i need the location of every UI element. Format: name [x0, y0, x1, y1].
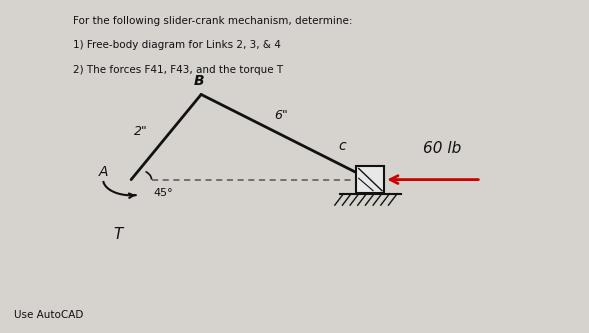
Text: 1) Free-body diagram for Links 2, 3, & 4: 1) Free-body diagram for Links 2, 3, & 4	[73, 40, 281, 50]
Text: 45°: 45°	[153, 188, 173, 198]
Text: T: T	[114, 226, 123, 241]
Text: Use AutoCAD: Use AutoCAD	[15, 310, 84, 320]
Text: c: c	[338, 139, 346, 153]
Text: 2": 2"	[134, 126, 148, 139]
Text: B: B	[194, 74, 205, 88]
Text: For the following slider-crank mechanism, determine:: For the following slider-crank mechanism…	[73, 16, 352, 26]
Text: 2) The forces F41, F43, and the torque T: 2) The forces F41, F43, and the torque T	[73, 65, 283, 75]
Bar	[356, 166, 385, 193]
Text: 6": 6"	[274, 109, 288, 122]
Text: A: A	[99, 165, 108, 179]
Text: 60 lb: 60 lb	[423, 142, 461, 157]
